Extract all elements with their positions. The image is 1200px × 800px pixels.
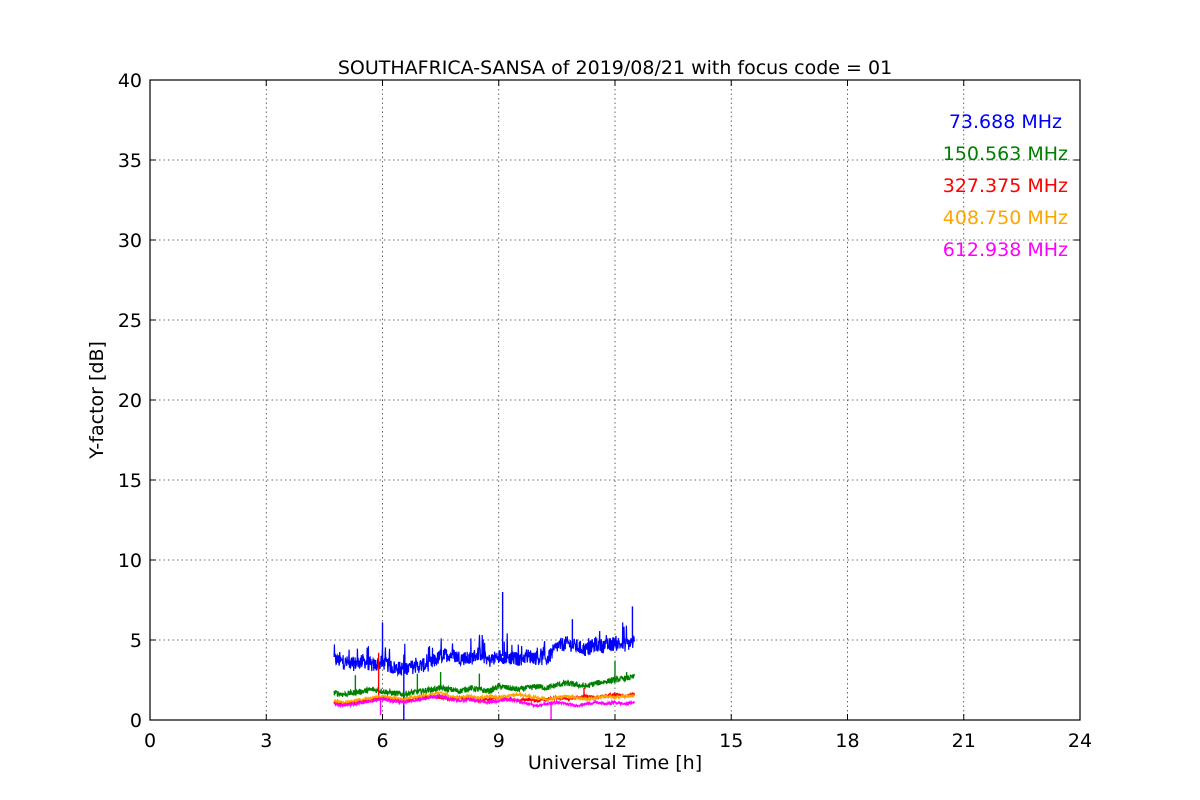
- x-tick-label: 6: [376, 730, 388, 752]
- y-tick-label: 10: [118, 550, 142, 572]
- x-tick-label: 15: [719, 730, 743, 752]
- y-tick-label: 0: [130, 710, 142, 732]
- x-tick-label: 3: [260, 730, 272, 752]
- y-tick-label: 35: [118, 150, 142, 172]
- series-line: [333, 673, 635, 698]
- x-tick-label: 21: [952, 730, 976, 752]
- x-tick-label: 24: [1068, 730, 1092, 752]
- x-axis-label: Universal Time [h]: [528, 752, 702, 774]
- y-tick-label: 20: [118, 390, 142, 412]
- y-tick-label: 30: [118, 230, 142, 252]
- legend-entry: 327.375 MHz: [943, 175, 1068, 197]
- legend-entry: 73.688 MHz: [949, 111, 1062, 133]
- y-tick-label: 25: [118, 310, 142, 332]
- series-line: [333, 622, 635, 677]
- series-line: [333, 693, 635, 709]
- chart-title: SOUTHAFRICA-SANSA of 2019/08/21 with foc…: [338, 57, 892, 79]
- y-tick-label: 5: [130, 630, 142, 652]
- y-axis-label: Y-factor [dB]: [86, 341, 108, 460]
- y-tick-label: 15: [118, 470, 142, 492]
- legend: 73.688 MHz 150.563 MHz 327.375 MHz 408.750 …: [943, 111, 1068, 261]
- series-150-563-mhz: [333, 660, 635, 698]
- y-tick-label: 40: [118, 70, 142, 92]
- legend-entry: 612.938 MHz: [943, 239, 1068, 261]
- grid-lines: [150, 80, 1080, 720]
- legend-entry: 150.563 MHz: [943, 143, 1068, 165]
- legend-entry: 408.750 MHz: [943, 207, 1068, 229]
- axis-ticks: 0 3 6 9 12 15 18 21 24 0 5 10 15 20 25 30 35 40: [118, 70, 1092, 752]
- series-612-938-mhz: [333, 693, 635, 720]
- x-tick-label: 9: [493, 730, 505, 752]
- x-tick-label: 12: [603, 730, 627, 752]
- series-layer: [333, 592, 635, 720]
- x-tick-label: 18: [835, 730, 859, 752]
- x-tick-label: 0: [144, 730, 156, 752]
